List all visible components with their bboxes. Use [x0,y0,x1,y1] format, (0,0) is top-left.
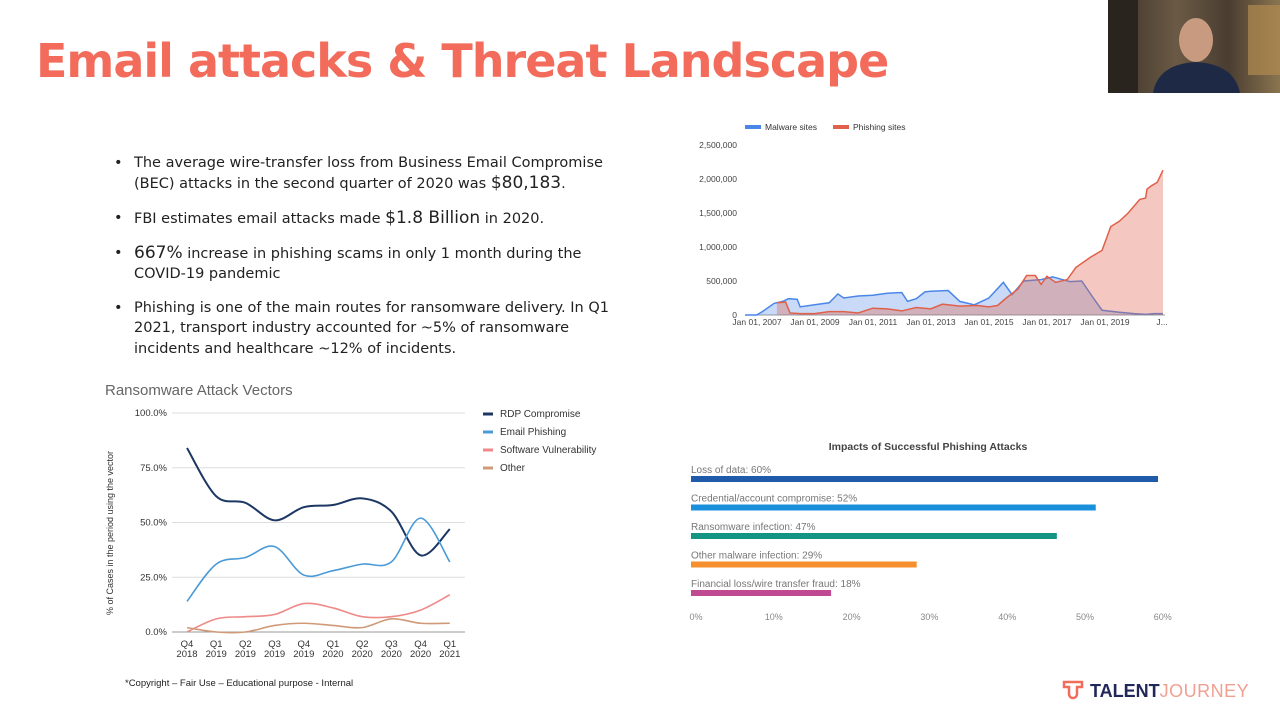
bullet-item: Phishing is one of the main routes for r… [112,298,632,359]
x-tick-label: 40% [998,612,1016,622]
y-tick-label: 50.0% [140,518,167,529]
webcam-video [1108,0,1280,93]
bullet-highlight: $80,183 [490,173,562,193]
bullet-text: FBI estimates email attacks made [134,211,386,227]
x-tick-label: 2020 [352,649,373,660]
x-tick-label: 0% [689,612,702,622]
bullet-highlight: $1.8 Billion [385,208,481,228]
x-tick-label: Q3 [268,639,281,650]
x-tick-label: Q2 [239,639,252,650]
copyright-note: *Copyright – Fair Use – Educational purp… [125,678,354,689]
y-tick-label: 0 [732,310,737,320]
x-tick-label: Q4 [181,639,194,650]
bullet-list: The average wire-transfer loss from Busi… [112,153,632,373]
x-tick-label: Q3 [385,639,398,650]
x-tick-label: Q4 [297,639,310,650]
legend-label: RDP Compromise [500,409,581,420]
series-line-email-phishing [186,517,451,602]
bar-label: Loss of data: 60% [691,465,771,476]
legend-label: Software Vulnerability [500,445,596,456]
x-tick-label: Jan 01, 2015 [964,317,1013,327]
talent-journey-logo: TALENTJOURNEY [1062,679,1249,703]
y-tick-label: 25.0% [140,572,167,583]
logo-text-light: JOURNEY [1159,680,1250,701]
x-tick-label: 2019 [235,649,256,660]
y-axis-label: % of Cases in the period using the vecto… [105,451,115,615]
bar [691,504,1096,511]
x-tick-label: 2021 [439,649,460,660]
bullet-text: . [561,176,566,192]
area-phishing-sites [776,170,1163,315]
x-tick-label: 2019 [206,649,227,660]
legend-label: Other [500,463,526,474]
y-tick-label: 75.0% [140,463,167,474]
bar-label: Ransomware infection: 47% [691,522,816,533]
bullet-item: FBI estimates email attacks made $1.8 Bi… [112,208,632,229]
x-tick-label: 10% [765,612,783,622]
x-tick-label: Jan 01, 2019 [1080,317,1129,327]
x-tick-label: Jan 01, 2007 [732,317,781,327]
bullet-text: The average wire-transfer loss from Busi… [134,155,603,192]
chart-title: Ransomware Attack Vectors [105,382,293,399]
bar [691,590,832,596]
bar-label: Other malware infection: 29% [691,551,822,562]
x-tick-label: J... [1156,317,1167,327]
bullet-highlight: 667% [134,243,183,263]
legend-label: Malware sites [765,122,817,132]
series-line-other [186,618,450,634]
bullet-text: increase in phishing scams in only 1 mon… [134,246,582,282]
legend-label: Phishing sites [853,122,905,132]
x-tick-label: 2020 [322,649,343,660]
y-tick-label: 0.0% [145,627,167,638]
y-tick-label: 1,500,000 [699,208,737,218]
bar [691,533,1057,539]
x-tick-label: Q1 [443,639,456,650]
bullet-text: Phishing is one of the main routes for r… [134,300,609,357]
y-tick-label: 1,000,000 [699,242,737,252]
x-tick-label: Jan 01, 2017 [1022,317,1071,327]
line-malware-sites [745,276,1163,316]
x-tick-label: Q2 [356,639,369,650]
legend-label: Email Phishing [500,427,566,438]
logo-mark-icon [1062,680,1084,700]
y-tick-label: 2,000,000 [699,174,737,184]
series-line-rdp-compromise [186,447,451,557]
x-tick-label: 50% [1076,612,1094,622]
x-tick-label: Jan 01, 2009 [790,317,839,327]
x-tick-label: Jan 01, 2011 [849,317,898,327]
x-tick-label: 2019 [264,649,285,660]
x-tick-label: 30% [920,612,938,622]
y-tick-label: 100.0% [135,408,168,419]
bullet-item: The average wire-transfer loss from Busi… [112,153,632,194]
series-line-software-vulnerability [186,594,451,633]
logo-text-bold: TALENT [1090,680,1160,701]
chart-title: Impacts of Successful Phishing Attacks [829,441,1028,453]
x-tick-label: Jan 01, 2013 [906,317,955,327]
x-tick-label: Q1 [327,639,340,650]
slide-title: Email attacks & Threat Landscape [36,34,889,88]
bullet-text: in 2020. [480,211,545,227]
bar-label: Credential/account compromise: 52% [691,494,857,505]
x-tick-label: 2020 [410,649,431,660]
x-tick-label: Q4 [414,639,427,650]
y-tick-label: 2,500,000 [699,140,737,150]
line-phishing-sites [776,169,1164,315]
presenter-silhouette [1108,0,1280,93]
x-tick-label: 20% [843,612,861,622]
bar [691,476,1158,482]
x-tick-label: 2018 [176,649,197,660]
x-tick-label: 60% [1154,612,1172,622]
x-tick-label: Q1 [210,639,223,650]
bar [691,561,917,568]
x-tick-label: 2019 [293,649,314,660]
bar-label: Financial loss/wire transfer fraud: 18% [691,579,861,590]
y-tick-label: 500,000 [706,276,737,286]
bullet-item: 667% increase in phishing scams in only … [112,243,632,284]
x-tick-label: 2020 [381,649,402,660]
